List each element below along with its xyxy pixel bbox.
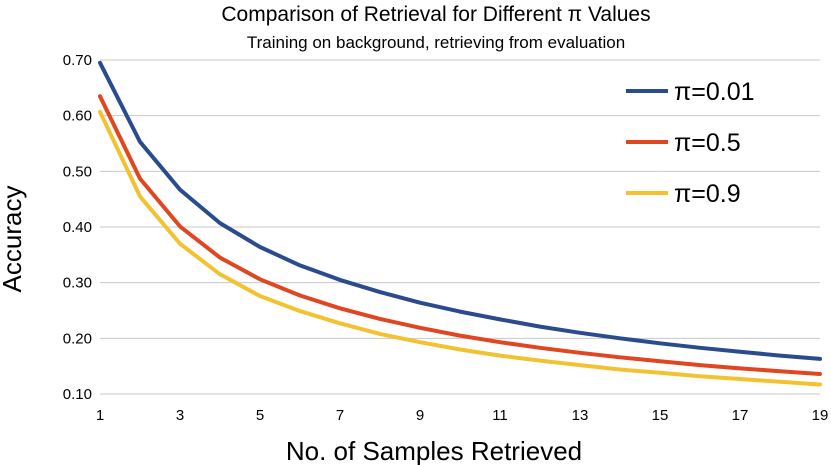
- legend-label-2: π=0.5: [674, 129, 741, 157]
- x-tick-label: 9: [416, 407, 424, 424]
- y-tick-label: 0.10: [63, 386, 92, 403]
- x-tick-label: 1: [96, 407, 104, 424]
- legend-label-1: π=0.01: [674, 78, 755, 106]
- y-axis-label: Accuracy: [0, 186, 27, 293]
- y-tick-label: 0.70: [63, 52, 92, 69]
- x-tick-label: 5: [256, 407, 264, 424]
- y-tick-label: 0.50: [63, 163, 92, 180]
- gridlines: [100, 59, 820, 395]
- y-tick-label: 0.40: [63, 219, 92, 236]
- series-line-2: [98, 94, 822, 376]
- x-tick-label: 7: [336, 407, 344, 424]
- chart-subtitle: Training on background, retrieving from …: [247, 33, 625, 52]
- y-tick-label: 0.60: [63, 108, 92, 125]
- x-tick-label: 3: [176, 407, 184, 424]
- y-tick-label: 0.20: [63, 330, 92, 347]
- x-axis-label: No. of Samples Retrieved: [286, 436, 582, 465]
- legend-label-3: π=0.9: [674, 180, 741, 208]
- x-tick-label: 13: [572, 407, 589, 424]
- x-tick-label: 11: [492, 407, 508, 424]
- legend: π=0.01 π=0.5 π=0.9: [626, 78, 755, 208]
- series-line-1: [98, 60, 822, 361]
- x-tick-label: 17: [732, 407, 749, 424]
- series-line-3: [98, 109, 822, 387]
- x-tick-label: 15: [652, 407, 669, 424]
- x-tick-label: 19: [812, 407, 829, 424]
- y-tick-label: 0.30: [63, 275, 92, 292]
- x-axis-ticks: 1 3 5 7 9 11 13 15 17 19: [96, 407, 829, 424]
- series-lines: [98, 60, 822, 387]
- y-axis-ticks: 0.10 0.20 0.30 0.40 0.50 0.60 0.70: [63, 52, 92, 403]
- chart-title: Comparison of Retrieval for Different π …: [221, 3, 650, 26]
